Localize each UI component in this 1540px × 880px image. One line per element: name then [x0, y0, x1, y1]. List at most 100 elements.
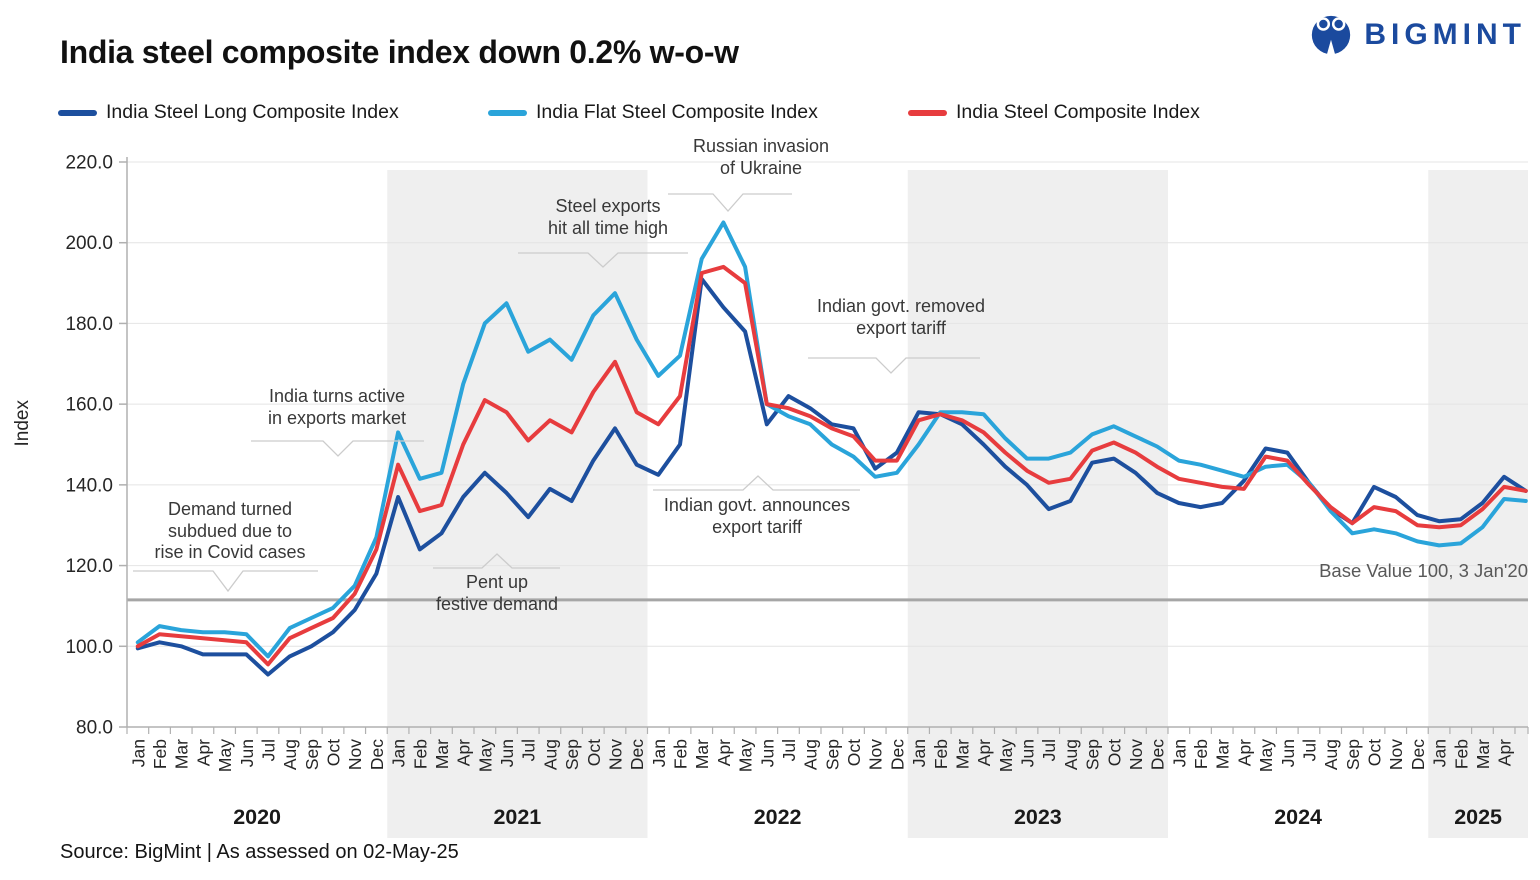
- month-label: Aug: [1061, 739, 1081, 770]
- year-label-2025: 2025: [1454, 805, 1502, 829]
- year-label-2021: 2021: [493, 805, 541, 829]
- year-label-2023: 2023: [1014, 805, 1062, 829]
- month-label: May: [736, 739, 756, 772]
- month-label: Jul: [258, 739, 278, 761]
- month-label: Jun: [1278, 739, 1298, 767]
- month-label: Mar: [952, 739, 972, 769]
- month-label: Dec: [1408, 739, 1428, 770]
- month-label: Dec: [367, 739, 387, 770]
- month-label: Feb: [931, 739, 951, 769]
- month-label: Jul: [1039, 739, 1059, 761]
- annotation-pointer-tariff-announced: [653, 475, 860, 491]
- month-label: Jun: [1018, 739, 1038, 767]
- month-label: Jun: [237, 739, 257, 767]
- annotation-tariff-removed: Indian govt. removed export tariff: [816, 296, 986, 338]
- month-label: Apr: [974, 739, 994, 766]
- annotation-exports-active: India turns active in exports market: [267, 386, 407, 428]
- month-label: Oct: [324, 739, 344, 766]
- month-label: Apr: [454, 739, 474, 766]
- month-label: Dec: [627, 739, 647, 770]
- month-label: Apr: [714, 739, 734, 766]
- legend-swatch-long: [58, 109, 97, 116]
- y-axis-title: Index: [12, 400, 33, 447]
- y-tick-label: 200.0: [65, 233, 113, 254]
- month-label: Jan: [1169, 739, 1189, 767]
- month-label: Jan: [649, 739, 669, 767]
- y-tick-label: 180.0: [65, 314, 113, 335]
- month-label: Sep: [822, 739, 842, 770]
- month-label: Oct: [1104, 739, 1124, 766]
- month-label: Aug: [280, 739, 300, 770]
- month-label: May: [215, 739, 235, 772]
- month-label: Jul: [1299, 739, 1319, 761]
- legend-swatch-flat: [488, 109, 527, 116]
- month-label: Sep: [302, 739, 322, 770]
- month-label: Dec: [1148, 739, 1168, 770]
- annotation-pointer-russian-invasion: [668, 193, 792, 212]
- y-tick-label: 100.0: [65, 637, 113, 658]
- month-label: Jun: [757, 739, 777, 767]
- source-note: Source: BigMint | As assessed on 02-May-…: [60, 841, 459, 863]
- series-line-long: [135, 277, 1528, 677]
- year-label-2022: 2022: [754, 805, 802, 829]
- series-line-flat: [135, 220, 1528, 659]
- month-label: Feb: [1191, 739, 1211, 769]
- month-label: Feb: [150, 739, 170, 769]
- month-label: Jan: [389, 739, 409, 767]
- y-tick-label: 160.0: [65, 395, 113, 416]
- annotation-pent-up-demand: Pent up festive demand: [435, 572, 559, 614]
- month-label: Dec: [887, 739, 907, 770]
- month-label: Nov: [1386, 739, 1406, 770]
- bigmint-logo-icon: [1312, 15, 1351, 56]
- month-label: Jun: [497, 739, 517, 767]
- month-label: Mar: [1473, 739, 1493, 769]
- month-label: Jul: [519, 739, 539, 761]
- month-label: Oct: [844, 739, 864, 766]
- legend-label-long: India Steel Long Composite Index: [106, 101, 399, 123]
- month-label: May: [1256, 739, 1276, 772]
- annotation-steel-exports-high: Steel exports hit all time high: [547, 196, 669, 238]
- month-label: May: [996, 739, 1016, 772]
- month-label: Feb: [671, 739, 691, 769]
- month-label: Apr: [1495, 739, 1515, 766]
- month-label: Aug: [801, 739, 821, 770]
- annotation-pointer-covid-demand: [133, 570, 318, 593]
- annotation-pointer-exports-active: [251, 440, 424, 457]
- annotation-russian-invasion: Russian invasion of Ukraine: [692, 136, 830, 178]
- y-tick-label: 140.0: [65, 475, 113, 496]
- month-label: Nov: [605, 739, 625, 770]
- month-label: Feb: [410, 739, 430, 769]
- legend-label-composite: India Steel Composite Index: [956, 101, 1200, 123]
- month-label: Jan: [1430, 739, 1450, 767]
- month-label: Apr: [1234, 739, 1254, 766]
- month-label: May: [475, 739, 495, 772]
- month-label: Jul: [779, 739, 799, 761]
- month-label: Mar: [692, 739, 712, 769]
- month-label: Aug: [540, 739, 560, 770]
- month-label: Jan: [909, 739, 929, 767]
- legend-item-composite: India Steel Composite Index: [908, 101, 1200, 124]
- month-label: Oct: [584, 739, 604, 766]
- annotation-pointer-tariff-removed: [808, 357, 980, 374]
- y-tick-label: 220.0: [65, 153, 113, 174]
- annotation-covid-demand: Demand turned subdued due to rise in Cov…: [154, 499, 306, 562]
- month-label: Oct: [1365, 739, 1385, 766]
- month-label: Aug: [1321, 739, 1341, 770]
- annotation-tariff-announced: Indian govt. announces export tariff: [663, 495, 851, 537]
- year-label-2024: 2024: [1274, 805, 1322, 829]
- y-tick-label: 120.0: [65, 556, 113, 577]
- month-label: Mar: [172, 739, 192, 769]
- month-label: Mar: [1213, 739, 1233, 769]
- legend-item-long: India Steel Long Composite Index: [58, 101, 399, 124]
- y-tick-label: 80.0: [76, 718, 113, 739]
- annotation-pointer-pent-up-demand: [433, 553, 560, 569]
- legend-label-flat: India Flat Steel Composite Index: [536, 101, 818, 123]
- annotation-base-value: Base Value 100, 3 Jan'20: [1319, 560, 1528, 581]
- month-label: Feb: [1451, 739, 1471, 769]
- month-label: Sep: [562, 739, 582, 770]
- annotation-pointer-steel-exports-high: [518, 252, 688, 268]
- page-title: India steel composite index down 0.2% w-…: [60, 34, 739, 70]
- series-line-composite: [135, 264, 1528, 667]
